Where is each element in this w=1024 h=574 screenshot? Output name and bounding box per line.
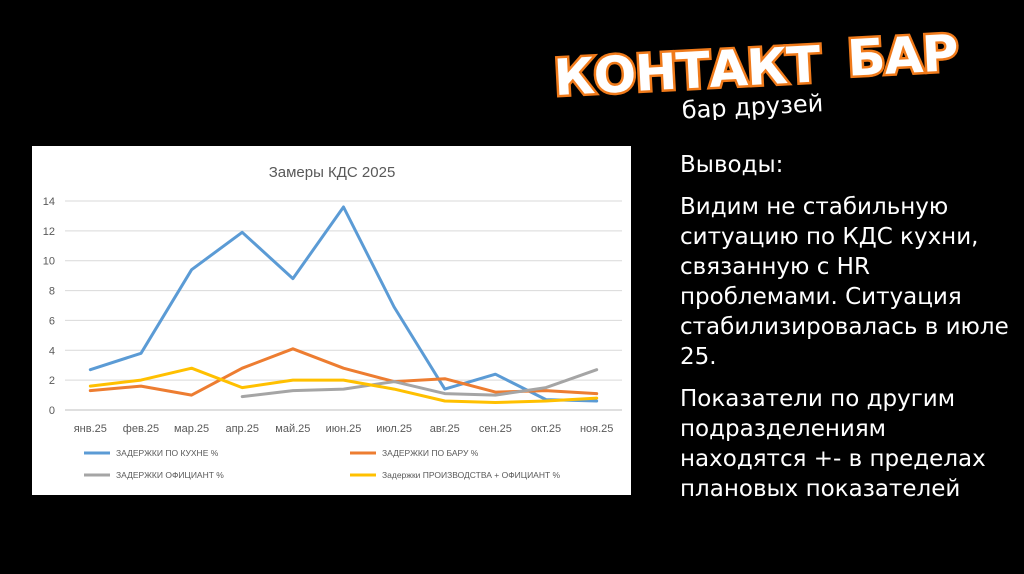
- conclusions-paragraph-other: Показатели по другим подразделениям нахо…: [680, 386, 986, 502]
- x-tick-label: мар.25: [174, 423, 209, 435]
- x-tick-label: апр.25: [225, 423, 258, 435]
- x-tick-label: фев.25: [123, 423, 159, 435]
- legend-label-bar: ЗАДЕРЖКИ ПО БАРУ %: [382, 448, 479, 458]
- brand-logo: КОНТАКТ БАР бар друзей: [550, 28, 962, 120]
- series-line-production: [88, 366, 599, 404]
- y-tick-label: 12: [43, 226, 55, 238]
- logo-word-bar: БАР: [846, 28, 959, 88]
- legend-label-production: Задержки ПРОИЗВОДСТВА + ОФИЦИАНТ %: [382, 470, 561, 480]
- x-tick-label: окт.25: [531, 423, 561, 435]
- legend-label-kitchen: ЗАДЕРЖКИ ПО КУХНЕ %: [116, 448, 219, 458]
- chart-panel: Замеры КДС 2025 0 2 4 6 8 10 12 14 янв.25 фев.25 м…: [32, 146, 631, 495]
- legend-label-waiter: ЗАДЕРЖКИ ОФИЦИАНТ %: [116, 470, 224, 480]
- chart-title: Замеры КДС 2025: [269, 164, 396, 181]
- conclusions-panel: Выводы: Видим не стабильную ситуацию по …: [680, 150, 1010, 516]
- x-tick-label: авг.25: [430, 423, 460, 435]
- series-line-waiter: [240, 368, 599, 399]
- y-tick-label: 0: [49, 405, 55, 417]
- x-tick-label: июл.25: [376, 423, 412, 435]
- x-tick-label: июн.25: [326, 423, 362, 435]
- x-tick-label: сен.25: [479, 423, 512, 435]
- y-tick-label: 4: [49, 345, 55, 357]
- y-tick-label: 6: [49, 315, 55, 327]
- kds-line-chart: Замеры КДС 2025 0 2 4 6 8 10 12 14 янв.25 фев.25 м…: [43, 164, 622, 480]
- y-tick-label: 2: [49, 375, 55, 387]
- y-tick-label: 8: [49, 286, 55, 298]
- conclusions-paragraph-kitchen: Видим не стабильную ситуацию по КДС кухн…: [680, 194, 1009, 370]
- y-tick-label: 10: [43, 256, 55, 268]
- conclusions-heading: Выводы:: [680, 152, 784, 178]
- x-tick-label: май.25: [275, 423, 310, 435]
- series-line-kitchen: [88, 205, 599, 403]
- x-tick-label: янв.25: [74, 423, 107, 435]
- y-tick-label: 14: [43, 196, 55, 208]
- x-tick-label: ноя.25: [580, 423, 613, 435]
